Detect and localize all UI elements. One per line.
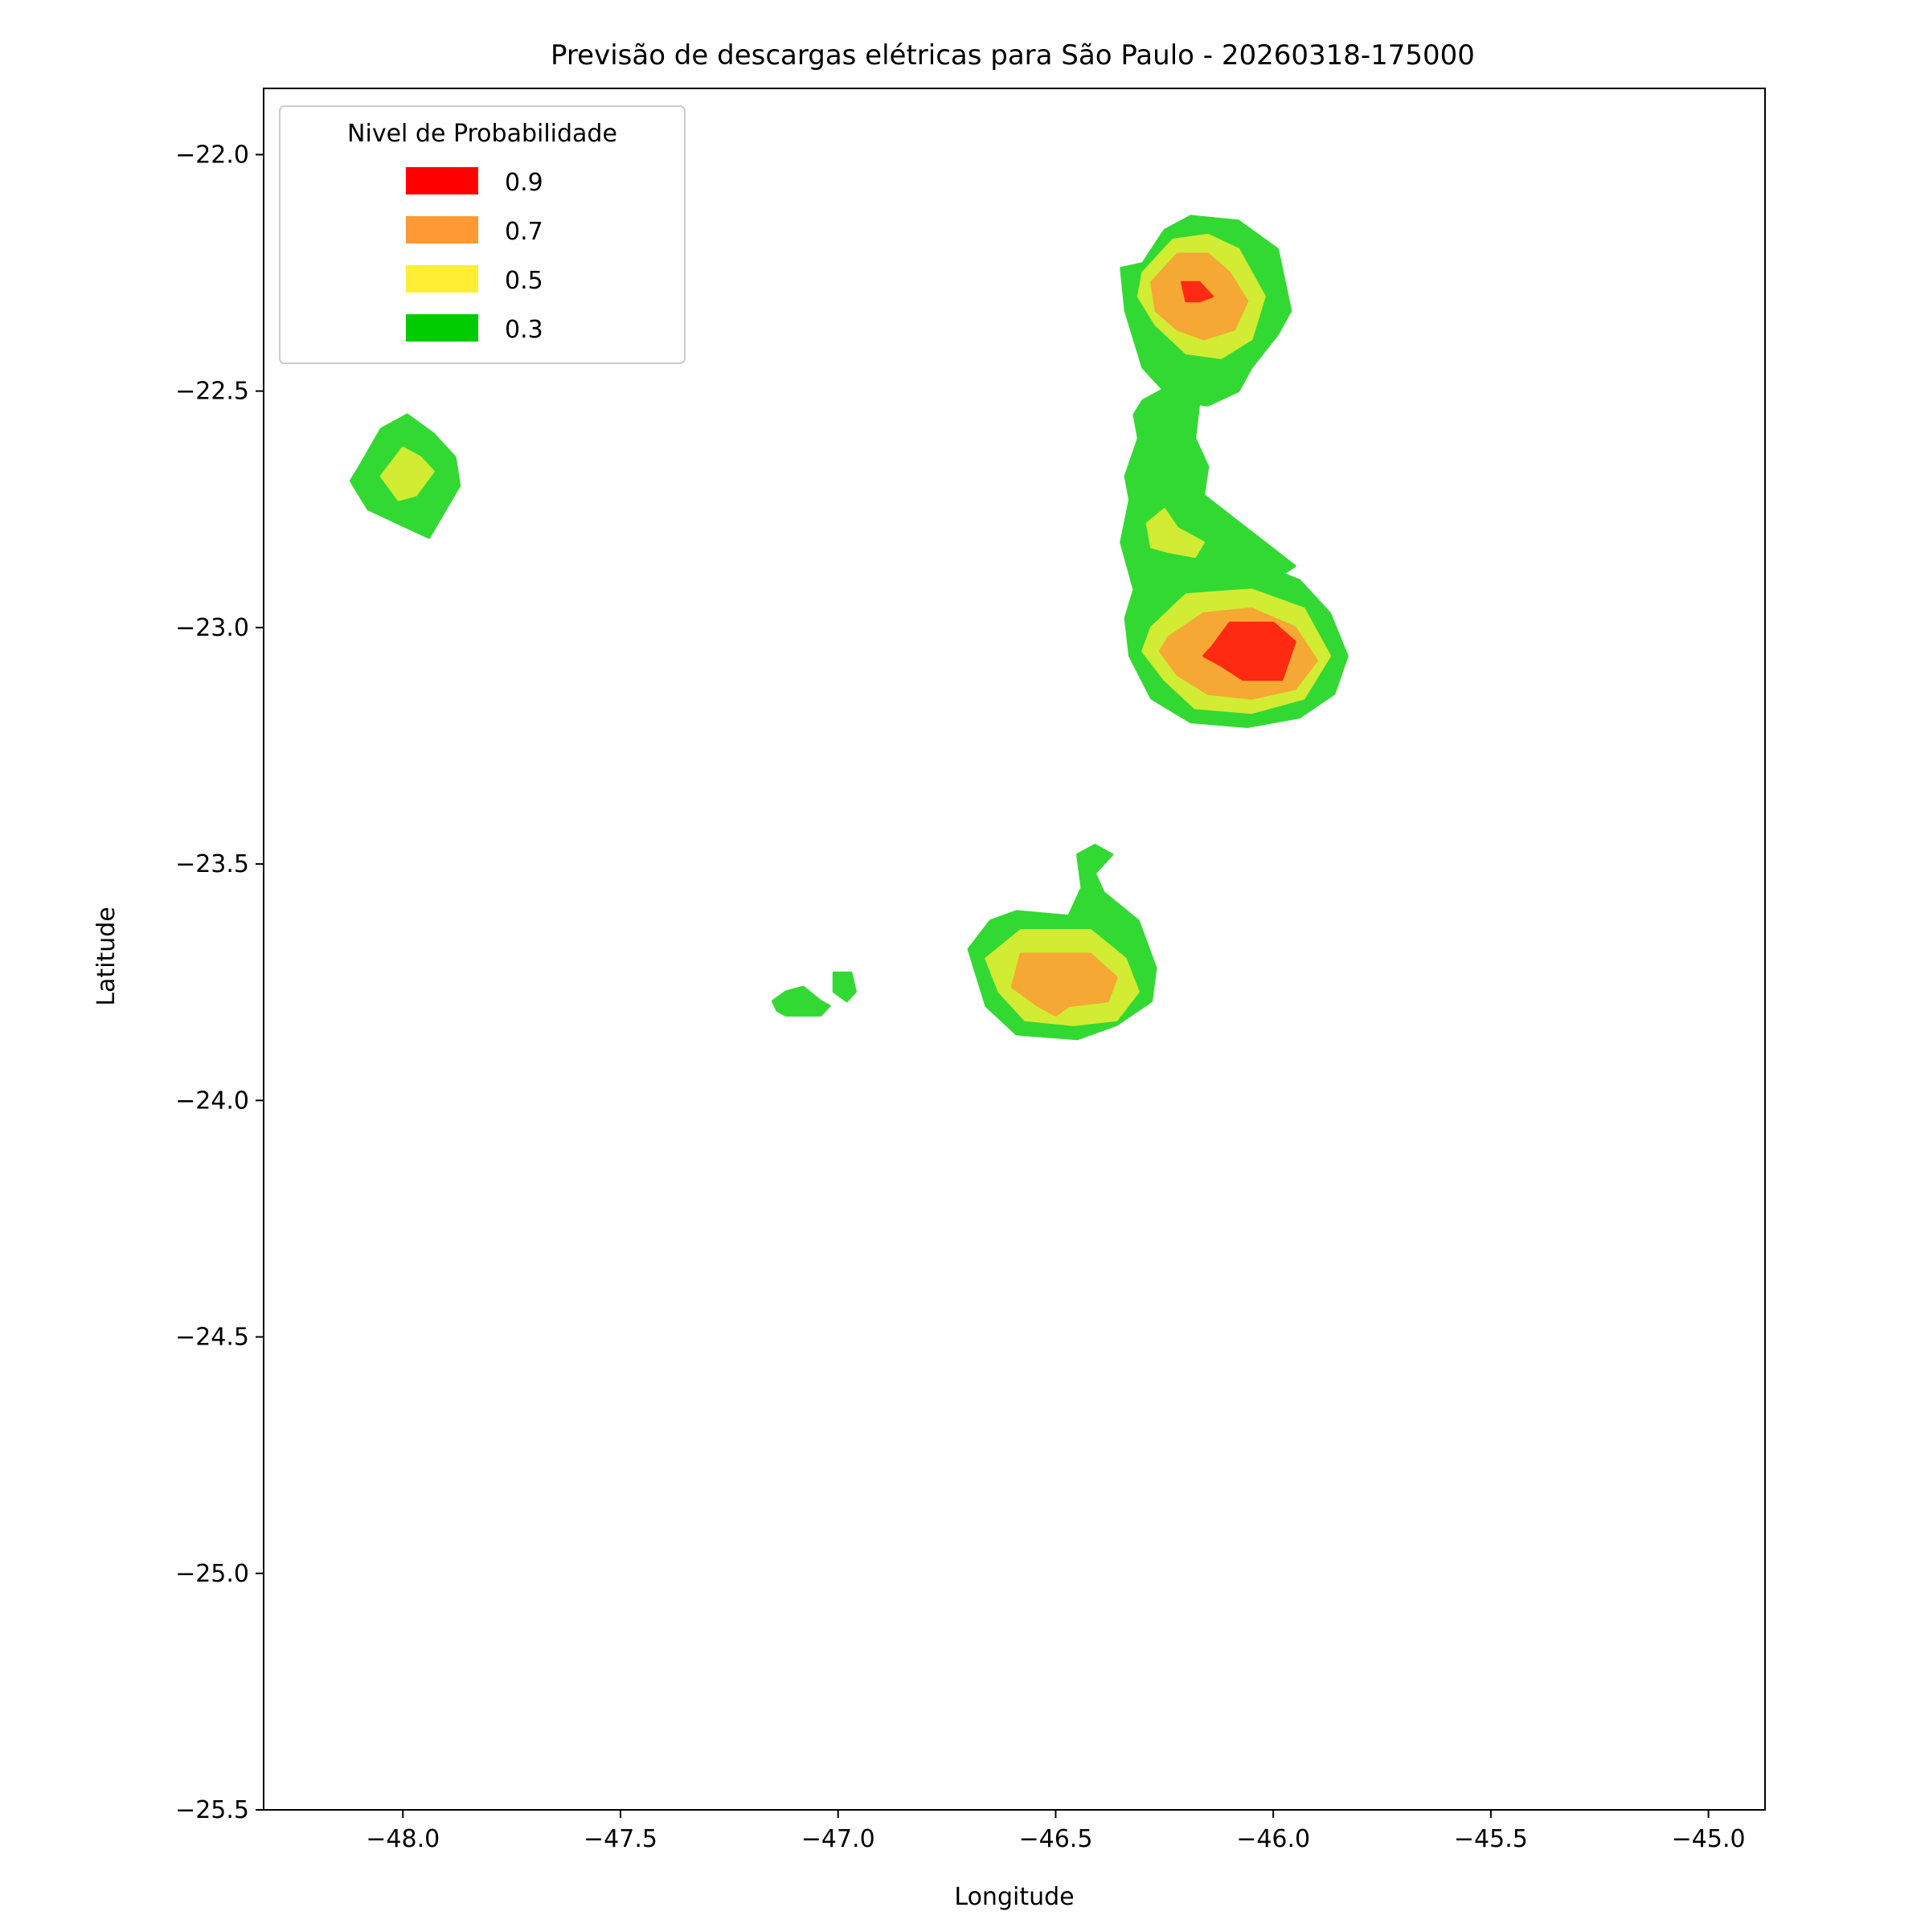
y-tick-label: −25.0 bbox=[175, 1560, 249, 1588]
legend-swatch bbox=[406, 265, 478, 293]
legend-swatch bbox=[406, 167, 478, 194]
x-axis-label: Longitude bbox=[954, 1883, 1074, 1911]
x-tick-label: −46.0 bbox=[1236, 1825, 1310, 1853]
legend-swatch bbox=[406, 216, 478, 244]
cell-small-west-b-level-03-region bbox=[832, 971, 857, 1003]
x-axis: −48.0 −47.5 −47.0 −46.5 −46.0 −45.5 −45.0 bbox=[366, 1810, 1746, 1853]
x-tick-label: −45.0 bbox=[1672, 1825, 1746, 1853]
x-tick-label: −45.5 bbox=[1454, 1825, 1528, 1853]
cell-neck-level-05-region bbox=[1145, 508, 1205, 559]
x-tick-label: −48.0 bbox=[366, 1825, 440, 1853]
cell-west-level-05-region bbox=[379, 446, 435, 501]
legend-label: 0.7 bbox=[505, 218, 543, 246]
y-axis-label: Latitude bbox=[92, 907, 121, 1005]
contour-regions bbox=[349, 215, 1349, 1041]
y-tick-label: −24.0 bbox=[175, 1087, 249, 1115]
chart-title: Previsão de descargas elétricas para São… bbox=[551, 39, 1475, 72]
legend-label: 0.5 bbox=[505, 267, 543, 295]
y-tick-label: −22.0 bbox=[175, 141, 249, 169]
cell-south-level-07-region bbox=[1010, 952, 1118, 1017]
y-tick-label: −24.5 bbox=[175, 1324, 249, 1352]
y-tick-label: −25.5 bbox=[175, 1796, 249, 1824]
legend-box bbox=[279, 105, 686, 364]
cell-east-main-level-09-region bbox=[1202, 621, 1296, 682]
x-tick-label: −46.5 bbox=[1018, 1825, 1092, 1853]
x-tick-label: −47.0 bbox=[801, 1825, 875, 1853]
legend-label: 0.9 bbox=[505, 169, 543, 197]
legend-entries: 0.9 0.7 0.5 0.3 bbox=[406, 167, 543, 344]
y-tick-label: −23.5 bbox=[175, 850, 249, 878]
legend-swatch bbox=[406, 314, 478, 342]
x-tick-label: −47.5 bbox=[584, 1825, 657, 1853]
y-tick-label: −22.5 bbox=[175, 378, 249, 406]
y-axis: −22.0 −22.5 −23.0 −23.5 −24.0 −24.5 −25.0 −25.5 bbox=[175, 141, 264, 1824]
y-tick-label: −23.0 bbox=[175, 614, 249, 642]
legend-label: 0.3 bbox=[505, 316, 543, 344]
cell-northeast-level-09-region bbox=[1181, 280, 1214, 303]
legend: Nivel de Probabilidade 0.9 0.7 0.5 0.3 bbox=[279, 105, 686, 364]
legend-title: Nivel de Probabilidade bbox=[347, 120, 617, 148]
cell-small-west-a-level-03-region bbox=[772, 985, 831, 1017]
plot-area-frame bbox=[263, 88, 1766, 1811]
